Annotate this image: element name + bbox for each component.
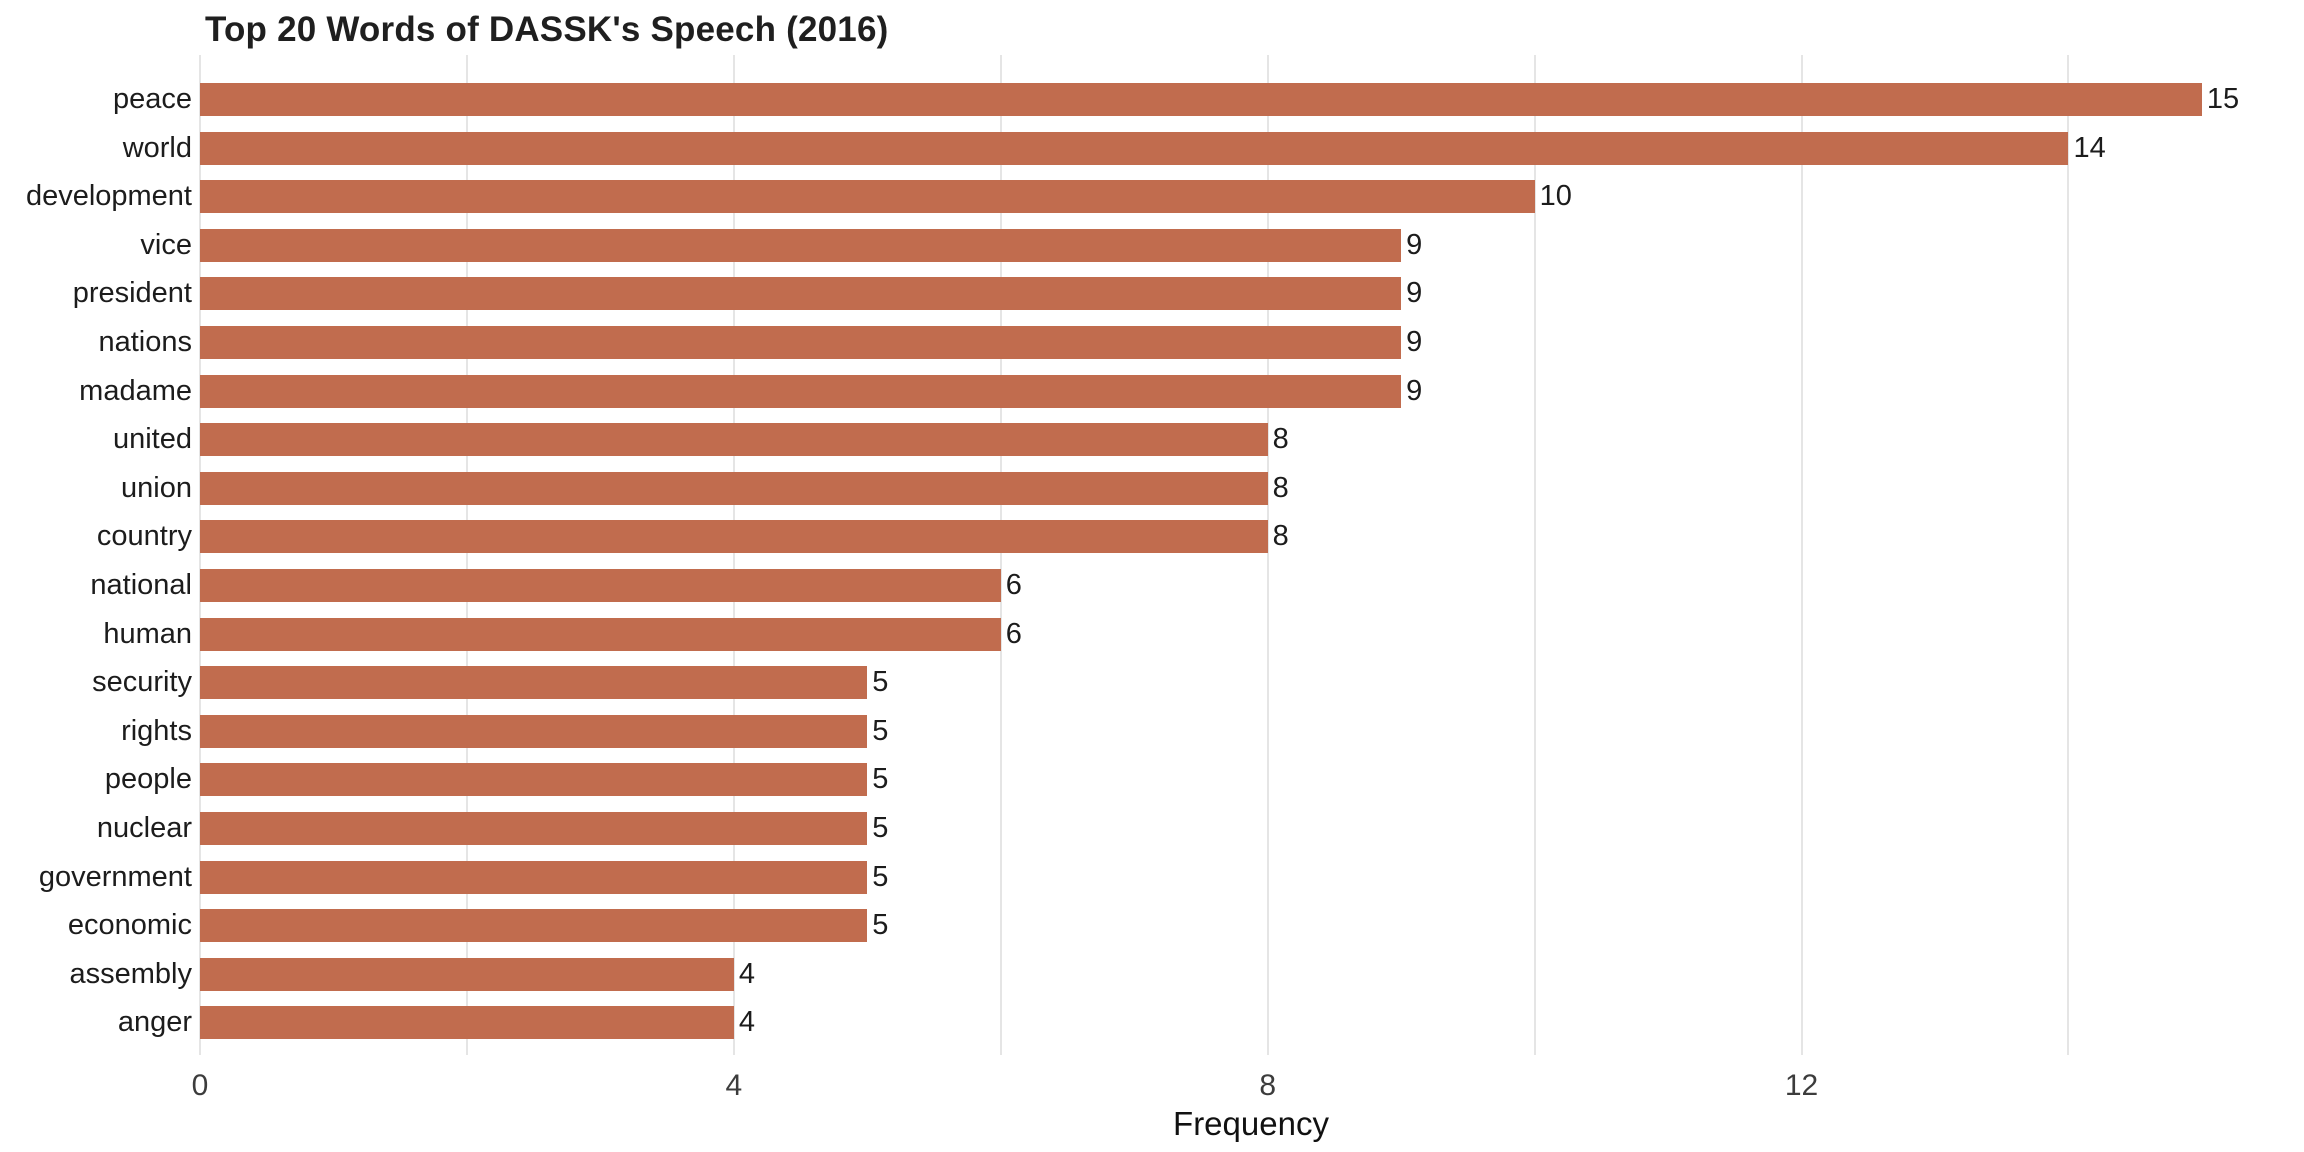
- bar-value-label: 9: [1406, 326, 1423, 358]
- bar-row: union 8: [121, 471, 2302, 505]
- category-label: country: [96, 520, 192, 553]
- bar-row: national 6: [90, 569, 2302, 602]
- gridline-x-2: [465, 55, 468, 1055]
- bar: [200, 812, 868, 845]
- category-label: peace: [112, 83, 192, 115]
- category-label: vice: [140, 228, 192, 261]
- bar: [200, 326, 1402, 359]
- bar-row: president 9: [73, 277, 2302, 311]
- bar-row: nuclear 5: [97, 812, 2302, 845]
- bar-row: united 8: [113, 423, 2302, 457]
- bar-value-label: 5: [872, 714, 889, 747]
- bar-value-label: 10: [1539, 180, 1572, 213]
- bar-value-label: 6: [1005, 569, 1022, 601]
- bar-value-label: 9: [1406, 374, 1423, 407]
- category-label: madame: [79, 374, 192, 407]
- bar-value-label: 6: [1005, 617, 1022, 650]
- bar: [200, 520, 1268, 554]
- category-label: security: [92, 666, 192, 699]
- gridline-x-10: [1533, 55, 1536, 1055]
- bar-value-label: 9: [1406, 228, 1423, 261]
- bar-value-label: 5: [872, 763, 889, 796]
- bar: [200, 131, 2069, 165]
- bar: [200, 423, 1268, 457]
- bar: [200, 957, 734, 991]
- bar-row: peace 15: [113, 83, 2302, 116]
- bar-row: anger 4: [118, 1006, 2302, 1040]
- bar-value-label: 14: [2073, 131, 2106, 164]
- bar: [200, 471, 1268, 505]
- category-label: assembly: [69, 957, 193, 990]
- bar-value-label: 9: [1406, 277, 1423, 310]
- bar: [200, 228, 1402, 262]
- x-axis-title: Frequency: [1173, 1105, 1329, 1142]
- gridline-x-8: [1266, 55, 1269, 1055]
- bar-value-label: 5: [872, 860, 889, 893]
- category-label: human: [103, 617, 192, 650]
- gridline-x-0: [199, 55, 201, 1055]
- bar-row: nations 9: [98, 326, 2302, 359]
- chart-title: Top 20 Words of DASSK's Speech (2016): [205, 10, 889, 49]
- bar-value-label: 5: [872, 666, 889, 699]
- bar: [200, 763, 868, 797]
- bar-value-label: 15: [2206, 83, 2240, 115]
- bar-row: world 14: [123, 131, 2302, 165]
- bar: [200, 569, 1001, 602]
- bar: [200, 617, 1001, 651]
- category-label: rights: [121, 714, 192, 747]
- bar-row: government 5: [39, 860, 2302, 894]
- category-label: people: [104, 763, 192, 796]
- bar: [200, 860, 868, 894]
- bar: [200, 909, 868, 943]
- bar: [200, 277, 1402, 311]
- bar: [200, 180, 1535, 214]
- bar-value-label: 4: [738, 957, 755, 990]
- gridline-x-4: [732, 55, 735, 1055]
- bar: [200, 83, 2202, 116]
- category-label: nations: [98, 326, 192, 358]
- gridline-x-6: [999, 55, 1002, 1055]
- category-label: nuclear: [96, 812, 192, 844]
- bar-value-label: 5: [872, 909, 889, 942]
- bar: [200, 714, 868, 748]
- bar-value-label: 8: [1272, 471, 1289, 504]
- bar-row: development 10: [26, 180, 2302, 214]
- bar-row: vice 9: [140, 228, 2302, 262]
- bar-value-label: 4: [738, 1006, 755, 1039]
- category-label: union: [121, 471, 192, 504]
- bar: [200, 374, 1402, 408]
- bar-value-label: 8: [1272, 423, 1289, 456]
- bar-row: assembly 4: [70, 957, 2302, 991]
- gridline-x-14: [2067, 55, 2070, 1055]
- category-label: president: [72, 277, 192, 310]
- x-tick-label-4: 4: [725, 1069, 743, 1102]
- bar-row: security 5: [92, 666, 2302, 700]
- bar-row: country 8: [97, 520, 2302, 554]
- category-label: government: [38, 860, 192, 893]
- bar: [200, 1006, 734, 1040]
- category-label: world: [122, 131, 192, 164]
- bar-value-label: 5: [872, 812, 889, 844]
- x-tick-label-8: 8: [1259, 1069, 1277, 1102]
- category-label: development: [25, 180, 192, 213]
- bar-row: economic 5: [68, 909, 2302, 943]
- bar-row: human 6: [103, 617, 2302, 651]
- category-label: national: [90, 569, 192, 601]
- x-tick-label-0: 0: [191, 1069, 209, 1102]
- bar-value-label: 8: [1272, 520, 1289, 553]
- bar-row: people 5: [105, 763, 2302, 797]
- x-tick-label-12: 12: [1784, 1069, 1819, 1102]
- gridline-x-12: [1800, 55, 1803, 1055]
- plot-panel: Frequency peace 15 world 14 development 10 vic…: [26, 55, 2302, 1142]
- category-label: united: [112, 423, 192, 456]
- bar-row: madame 9: [79, 374, 2302, 408]
- category-label: anger: [117, 1006, 192, 1039]
- bar: [200, 666, 868, 700]
- bar-row: rights 5: [121, 714, 2302, 748]
- category-label: economic: [67, 909, 192, 942]
